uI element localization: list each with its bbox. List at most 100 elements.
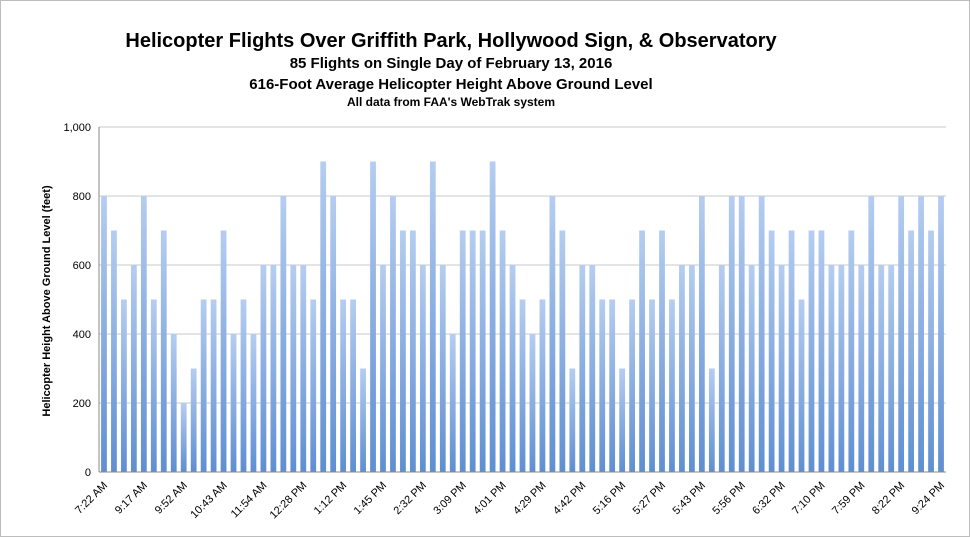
bar [469,230,476,472]
x-tick-label: 2:32 PM [392,480,429,517]
bar [768,230,775,472]
chart-title: Helicopter Flights Over Griffith Park, H… [125,30,777,52]
bar [250,334,257,472]
bar [539,299,546,472]
bar [828,265,835,472]
bar [210,299,217,472]
bar [160,230,167,472]
bar [918,196,924,472]
bar [240,299,247,472]
y-tick-label: 800 [73,191,91,203]
x-tick-label: 12:28 PM [268,480,310,522]
bar [878,265,885,472]
x-tick-label: 9:17 AM [113,480,150,517]
bar [898,196,905,472]
bar [639,230,645,472]
y-tick-label: 0 [85,467,91,479]
bar [848,230,855,472]
x-tick-label: 6:32 PM [750,480,787,517]
gridlines [99,126,946,473]
bar [310,299,317,472]
bar [938,196,944,472]
chart-subtitle-source: All data from FAA's WebTrak system [346,95,556,109]
x-tick-label: 1:12 PM [312,480,349,517]
bar [489,161,496,472]
x-tick-label: 5:27 PM [631,480,668,517]
x-tick-label: 7:10 PM [790,480,827,517]
bar [609,299,616,472]
bar [738,196,745,472]
bar [280,196,287,472]
bars [101,161,944,472]
bar [509,265,516,472]
bar [838,265,845,472]
bar [519,299,526,472]
bar [499,230,506,472]
bar [439,265,446,472]
bar [758,196,765,472]
x-tick-label: 5:43 PM [671,480,708,517]
bar [679,265,685,472]
y-axis-label: Helicopter Height Above Ground Level (fe… [41,185,53,417]
x-tick-label: 3:09 PM [431,480,468,517]
bar [579,265,586,472]
x-tick-label: 5:56 PM [710,480,747,517]
y-tick-labels: 0 200 400 600 800 1,000 [63,122,91,479]
x-tick-label: 10:43 AM [188,480,229,521]
bar [708,368,715,472]
x-tick-label: 11:54 AM [229,480,270,521]
bar [698,196,705,472]
bar [718,265,725,472]
bar [619,368,626,472]
y-tick-label: 600 [73,260,91,272]
bar [858,265,865,472]
bar [230,334,237,472]
bar [320,161,327,472]
bar [290,265,297,472]
x-tick-label: 8:22 PM [870,480,907,517]
bar [589,265,596,472]
bar [669,299,675,472]
x-tick-label: 9:52 AM [153,480,190,517]
bar [330,196,337,472]
bar [529,334,536,472]
bar [629,299,636,472]
bar [449,334,456,472]
chart-subtitle-flights: 85 Flights on Single Day of February 13,… [289,55,613,72]
bar [140,196,147,472]
bar [130,265,137,472]
bar [409,230,416,472]
x-tick-label: 4:29 PM [511,480,548,517]
bar [868,196,875,472]
bar [559,230,566,472]
bar [380,265,386,472]
bar [220,230,227,472]
x-tick-label: 7:22 AM [73,480,110,517]
bar [270,265,277,472]
bar [778,265,785,472]
bar [728,196,735,472]
bar [150,299,157,472]
bar [300,265,307,472]
x-tick-label: 1:45 PM [352,480,389,517]
bar [798,299,805,472]
bar [419,265,426,472]
bar [350,299,356,472]
bar [569,368,576,472]
bar [180,403,187,472]
bar [360,368,366,472]
bar [170,334,177,472]
bar [649,299,655,472]
x-tick-label: 7:59 PM [830,480,867,517]
bar [788,230,795,472]
y-tick-label: 400 [73,329,91,341]
bar [340,299,347,472]
bar [429,161,436,472]
bar [818,230,825,472]
x-tick-label: 4:01 PM [471,480,508,517]
bar [549,196,556,472]
x-tick-label: 9:24 PM [910,480,947,517]
